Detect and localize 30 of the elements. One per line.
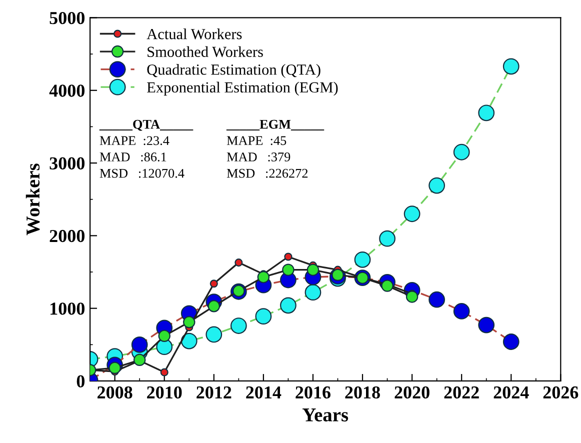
y-tick-label: 2000 <box>50 230 85 242</box>
x-tick-label: 2022 <box>444 386 479 399</box>
annotation: _____QTA_____ <box>99 120 194 131</box>
x-tick-label: 2010 <box>147 386 182 399</box>
legend-label: Smoothed Workers <box>148 46 263 58</box>
annotation: MSD :226272 <box>226 168 308 178</box>
y-tick-label: 0 <box>76 375 85 388</box>
x-tick-label: 2018 <box>345 386 380 399</box>
annotation: MAPE :23.4 <box>100 136 170 146</box>
x-tick-label: 2020 <box>394 386 430 399</box>
annotation: MAD :379 <box>226 152 290 162</box>
x-tick-label: 2008 <box>98 386 132 399</box>
annotation: _____EGM_____ <box>226 120 324 130</box>
x-tick-label: 2012 <box>196 386 232 399</box>
legend-label: Actual Workers <box>146 28 242 40</box>
x-tick-label: 2016 <box>296 386 331 399</box>
y-tick-label: 5000 <box>50 12 85 24</box>
annotation: MAD :86.1 <box>100 152 166 162</box>
y-tick-label: 4000 <box>49 84 85 97</box>
x-tick-label: 2014 <box>246 386 282 399</box>
x-axis-title: Years <box>302 408 348 422</box>
y-tick-label: 3000 <box>50 157 85 170</box>
x-tick-label: 2026 <box>543 386 578 399</box>
y-tick-label: 1000 <box>50 302 85 315</box>
x-tick-label: 2024 <box>494 386 529 399</box>
y-axis-title: Workers <box>26 164 40 236</box>
annotation: MAPE :45 <box>226 136 286 146</box>
legend-label: Quadratic Estimation (QTA) <box>147 64 320 78</box>
annotation: MSD :12070.4 <box>100 168 184 178</box>
legend-label: Exponential Estimation (EGM) <box>147 82 338 96</box>
